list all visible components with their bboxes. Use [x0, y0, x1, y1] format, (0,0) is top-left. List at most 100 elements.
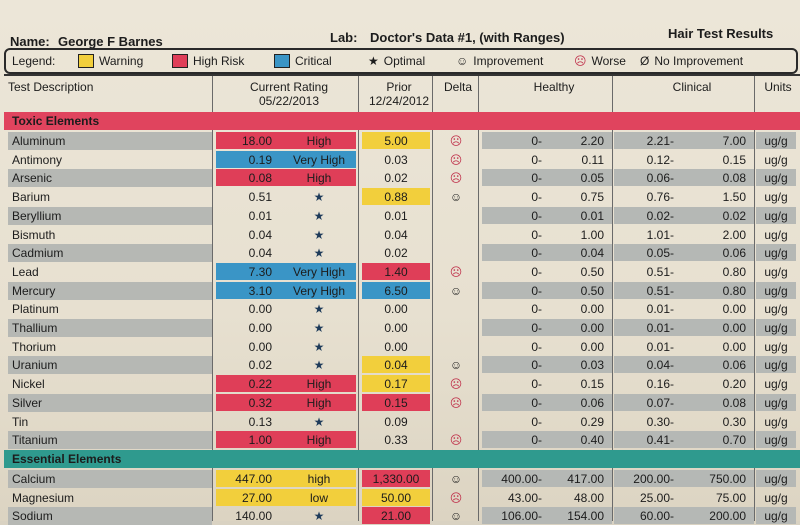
clinical-low: 0.06- — [646, 171, 674, 186]
healthy-high: 0.06 — [580, 395, 604, 410]
legend-critical: Critical — [274, 54, 332, 68]
table-row: Mercury 3.10 Very High 6.50 ☺ 0- 0.50 0.51- 0.80… — [0, 281, 800, 300]
delta-cell — [436, 319, 476, 336]
prior-value: 1,330.00 — [362, 470, 430, 487]
healthy-range: 0- 2.20 — [482, 132, 612, 149]
col-units: Units — [764, 80, 792, 94]
legend-no-improvement-label: No Improvement — [654, 54, 744, 68]
warning-swatch — [78, 54, 94, 68]
current-value: 0.32 — [248, 395, 272, 410]
clinical-range: 0.12- 0.15 — [614, 151, 754, 168]
clinical-range: 0.02- 0.02 — [614, 206, 754, 224]
healthy-low: 106.00- — [501, 509, 542, 524]
clinical-low: 0.76- — [646, 190, 674, 205]
element-name: Calcium — [8, 470, 212, 488]
column-headers: Test Description Current Rating 05/22/201… — [4, 74, 800, 113]
rating-label: low — [309, 490, 328, 505]
prior-value: 0.00 — [384, 302, 408, 317]
table-row: Lead 7.30 Very High 1.40 ☹ 0- 0.50 0.51- 0.80 ug/… — [0, 262, 800, 281]
table-row: Thorium 0.00 ★ 0.00 0- 0.00 0.01- 0.00 ug/g — [0, 338, 800, 356]
current-rating-cell: 18.00 High — [216, 132, 356, 149]
table-row: Arsenic 0.08 High 0.02 ☹ 0- 0.05 0.06- 0.08 ug/g — [0, 169, 800, 188]
clinical-low: 0.30- — [646, 414, 674, 429]
table-row: Aluminum 18.00 High 5.00 ☹ 0- 2.20 2.21- 7.00 ug/… — [0, 132, 800, 150]
healthy-range: 400.00- 417.00 — [482, 470, 612, 487]
clinical-range: 0.05- 0.06 — [614, 244, 754, 262]
clinical-low: 25.00- — [639, 490, 674, 505]
current-value: 0.51 — [248, 190, 272, 205]
unit: ug/g — [756, 206, 796, 224]
clinical-low: 60.00- — [639, 509, 674, 524]
healthy-high: 154.00 — [567, 509, 604, 524]
legend-warning-label: Warning — [99, 54, 144, 68]
rating-label: High — [306, 377, 332, 392]
divider — [358, 76, 359, 521]
current-rating-cell: 0.13 ★ — [216, 413, 356, 430]
healthy-range: 0- 0.05 — [482, 169, 612, 187]
healthy-range: 106.00- 154.00 — [482, 507, 612, 525]
delta-cell — [436, 300, 476, 317]
table-row: Tin 0.13 ★ 0.09 0- 0.29 0.30- 0.30 ug/g — [0, 413, 800, 431]
healthy-low: 0- — [531, 321, 542, 335]
healthy-range: 0- 0.11 — [482, 151, 612, 168]
optimal-star-icon: ★ — [313, 246, 325, 261]
improvement-icon: ☺ — [449, 509, 463, 524]
current-value: 0.04 — [248, 227, 272, 242]
current-value: 0.22 — [248, 377, 272, 392]
current-rating-cell: 0.51 ★ — [216, 188, 356, 205]
clinical-low: 0.07- — [646, 395, 674, 410]
table-row: Thallium 0.00 ★ 0.00 0- 0.00 0.01- 0.00 ug/g — [0, 319, 800, 337]
healthy-high: 417.00 — [567, 472, 604, 486]
element-name: Thorium — [12, 339, 57, 354]
healthy-high: 0.29 — [580, 414, 604, 429]
healthy-low: 0- — [531, 302, 542, 317]
unit: ug/g — [764, 302, 788, 317]
rating-label: Very High — [292, 152, 346, 167]
healthy-low: 0- — [531, 152, 542, 167]
prior-value: 0.09 — [384, 414, 408, 429]
current-value: 447.00 — [235, 472, 272, 486]
clinical-high: 7.00 — [722, 134, 746, 148]
current-rating-cell: 0.00 ★ — [216, 300, 356, 317]
clinical-high: 0.80 — [722, 283, 746, 298]
clinical-range: 25.00- 75.00 — [614, 489, 754, 506]
legend-critical-label: Critical — [295, 54, 332, 68]
legend-label-item: Legend: — [12, 54, 55, 68]
element-name: Platinum — [12, 302, 59, 317]
healthy-range: 0- 0.40 — [482, 431, 612, 449]
current-rating-cell: 0.00 ★ — [216, 338, 356, 355]
clinical-range: 0.30- 0.30 — [614, 413, 754, 430]
healthy-range: 0- 0.04 — [482, 244, 612, 262]
element-name: Silver — [8, 393, 212, 412]
healthy-high: 0.04 — [580, 246, 604, 261]
current-value: 0.02 — [248, 358, 272, 373]
clinical-high: 0.06 — [722, 358, 746, 373]
prior-value: 0.00 — [384, 339, 408, 354]
element-name: Beryllium — [8, 206, 212, 225]
healthy-high: 0.75 — [580, 190, 604, 205]
legend-worse: ☹ Worse — [574, 54, 626, 68]
lab-label: Lab: — [330, 30, 358, 45]
prior-value: 0.17 — [362, 375, 430, 393]
col-test-description: Test Description — [8, 80, 94, 94]
optimal-star-icon: ★ — [313, 358, 325, 373]
worse-icon: ☹ — [449, 395, 463, 410]
clinical-high: 200.00 — [709, 509, 746, 524]
clinical-high: 1.50 — [722, 190, 746, 205]
element-name: Antimony — [12, 152, 63, 167]
element-name: Magnesium — [12, 490, 75, 505]
healthy-low: 0- — [531, 283, 542, 298]
current-date: 05/22/2013 — [258, 94, 320, 108]
healthy-range: 43.00- 48.00 — [482, 489, 612, 506]
healthy-high: 1.00 — [580, 227, 604, 242]
prior-value: 0.00 — [384, 321, 408, 335]
legend-warning: Warning — [78, 54, 143, 68]
current-value: 18.00 — [241, 134, 272, 148]
unit: ug/g — [756, 319, 796, 336]
unit: ug/g — [764, 264, 788, 279]
report-header: Name: George F Barnes Lab: Doctor's Data… — [0, 0, 800, 49]
frown-icon: ☹ — [574, 54, 587, 68]
clinical-high: 0.08 — [722, 395, 746, 410]
current-rating-label: Current Rating — [249, 80, 329, 94]
current-value: 140.00 — [235, 509, 272, 524]
